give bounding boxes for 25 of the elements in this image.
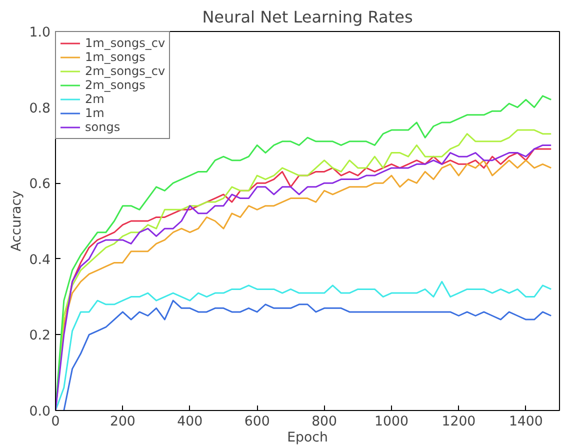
x-tick-label: 200 xyxy=(110,414,136,430)
legend-label: 2m_songs xyxy=(85,78,146,92)
x-tick-label: 0 xyxy=(51,414,60,430)
y-tick-label: 0.8 xyxy=(29,101,51,116)
legend-label: 2m_songs_cv xyxy=(85,64,166,78)
line-series xyxy=(63,300,552,410)
y-tick-label: 0.0 xyxy=(29,404,51,420)
y-axis-title: Accuracy xyxy=(9,190,24,252)
x-tick-label: 1000 xyxy=(374,414,408,430)
legend-label: 1m_songs_cv xyxy=(85,36,166,50)
y-tick-label: 0.2 xyxy=(29,328,51,344)
y-tick-label: 0.4 xyxy=(29,252,51,268)
chart-title: Neural Net Learning Rates xyxy=(202,8,413,26)
x-tick-label: 800 xyxy=(312,414,338,430)
x-tick-label: 600 xyxy=(244,414,270,430)
x-tick-label: 1200 xyxy=(442,414,476,430)
x-tick-label: 400 xyxy=(177,414,203,430)
y-tick-label: 0.6 xyxy=(29,177,51,192)
legend-label: 1m xyxy=(85,106,105,120)
y-tick-label: 1.0 xyxy=(29,26,51,40)
x-tick-label: 1400 xyxy=(508,414,543,430)
x-axis-title: Epoch xyxy=(287,430,328,446)
legend-label: songs xyxy=(85,120,120,134)
legend-label: 1m_songs xyxy=(85,50,146,64)
legend-label: 2m xyxy=(85,92,105,106)
